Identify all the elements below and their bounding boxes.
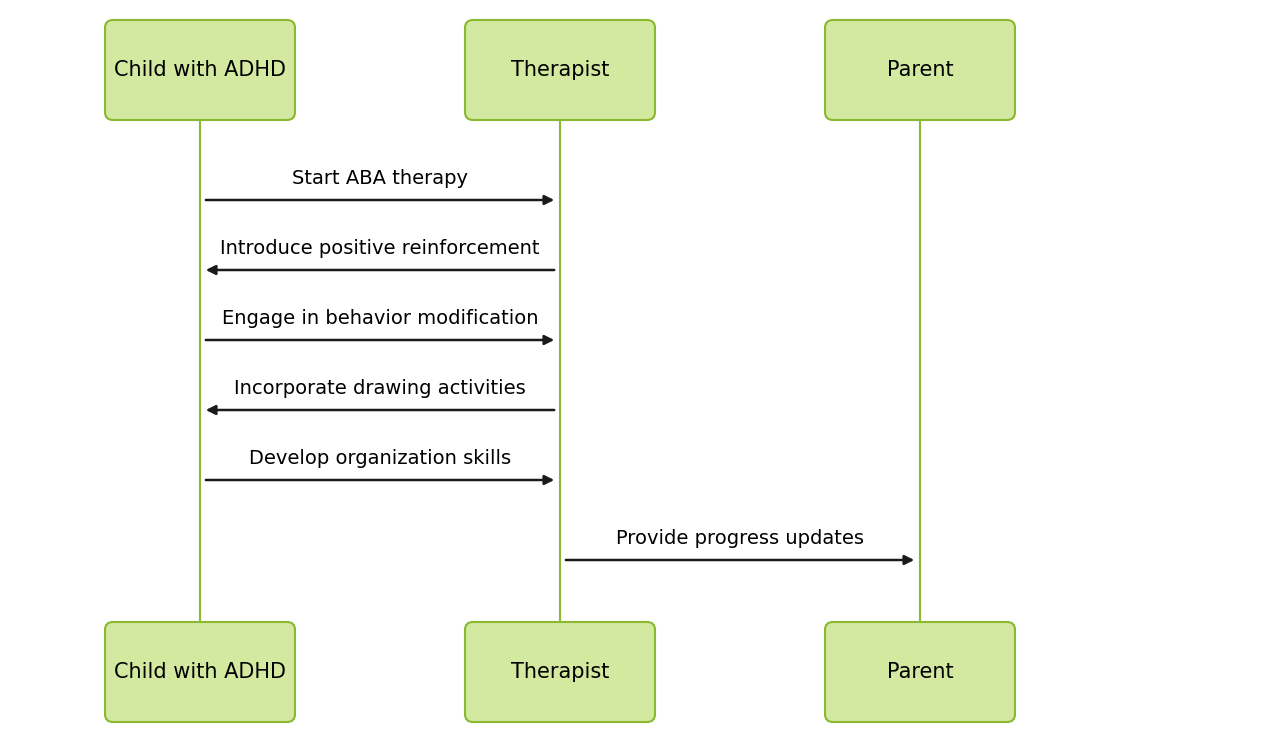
Text: Develop organization skills: Develop organization skills [248,449,511,468]
Text: Therapist: Therapist [511,662,609,682]
FancyBboxPatch shape [105,20,294,120]
Text: Engage in behavior modification: Engage in behavior modification [221,309,539,328]
Text: Start ABA therapy: Start ABA therapy [292,169,468,188]
Text: Introduce positive reinforcement: Introduce positive reinforcement [220,239,540,258]
Text: Therapist: Therapist [511,60,609,80]
FancyBboxPatch shape [465,622,655,722]
Text: Parent: Parent [887,60,954,80]
FancyBboxPatch shape [826,20,1015,120]
FancyBboxPatch shape [465,20,655,120]
FancyBboxPatch shape [826,622,1015,722]
Text: Provide progress updates: Provide progress updates [616,529,864,548]
FancyBboxPatch shape [105,622,294,722]
Text: Child with ADHD: Child with ADHD [114,662,285,682]
Text: Child with ADHD: Child with ADHD [114,60,285,80]
Text: Incorporate drawing activities: Incorporate drawing activities [234,379,526,398]
Text: Parent: Parent [887,662,954,682]
